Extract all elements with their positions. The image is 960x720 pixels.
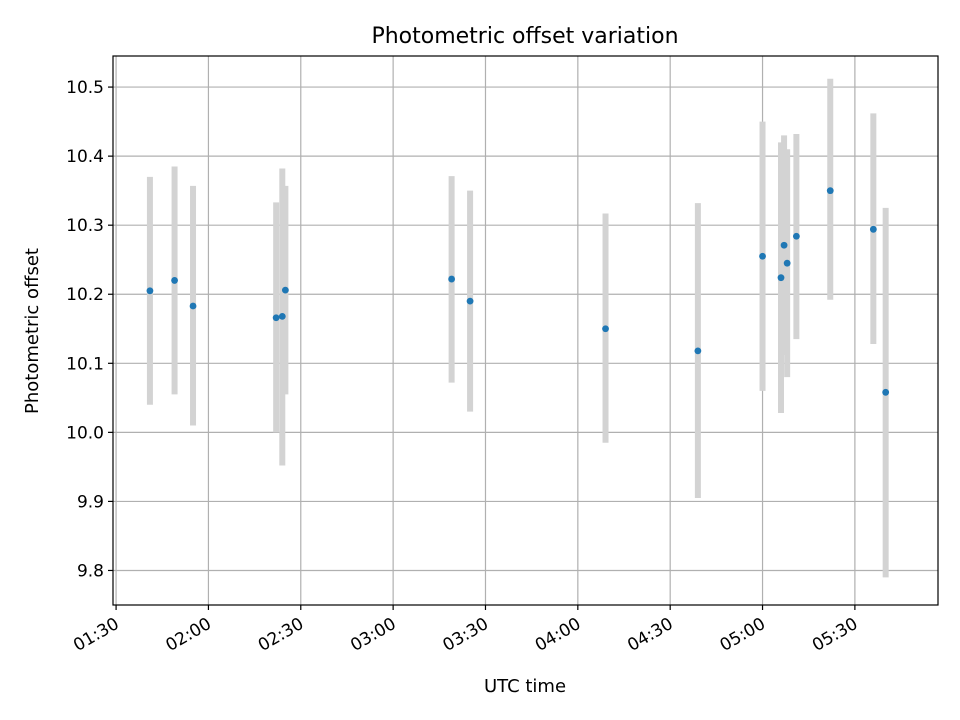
- data-point: [272, 314, 280, 322]
- y-tick-label: 9.9: [77, 492, 104, 512]
- y-tick-label: 10.4: [66, 147, 104, 167]
- y-axis-label: Photometric offset: [22, 248, 43, 414]
- grid: [113, 56, 938, 605]
- y-tick-label: 9.8: [77, 561, 104, 581]
- data-point: [792, 232, 800, 240]
- data-point: [780, 241, 788, 249]
- plot-frame: [112, 55, 939, 606]
- data-point: [448, 275, 456, 283]
- data-point: [146, 287, 154, 295]
- data-point: [189, 302, 197, 310]
- data-point: [281, 286, 289, 294]
- data-point: [777, 274, 785, 282]
- y-tick-label: 10.5: [66, 78, 104, 98]
- data-point: [783, 259, 791, 267]
- x-axis-label: UTC time: [484, 676, 566, 697]
- chart-title: Photometric offset variation: [371, 24, 678, 49]
- y-tick-label: 10.2: [66, 285, 104, 305]
- data-point: [602, 325, 609, 333]
- data-point: [759, 252, 766, 260]
- data-point: [466, 297, 474, 305]
- y-axis-ticks: 9.8 9.9 10.0 10.1 10.2 10.3 10.4 10.5: [66, 78, 113, 581]
- data-point: [278, 312, 286, 320]
- y-tick-label: 10.1: [66, 354, 104, 374]
- data-point: [826, 187, 834, 195]
- y-tick-label: 10.0: [66, 423, 104, 443]
- y-tick-label: 10.3: [66, 216, 104, 236]
- data-points: [146, 187, 890, 396]
- data-point: [171, 277, 178, 284]
- data-point: [694, 347, 702, 355]
- data-point: [882, 388, 890, 396]
- data-point: [869, 225, 877, 233]
